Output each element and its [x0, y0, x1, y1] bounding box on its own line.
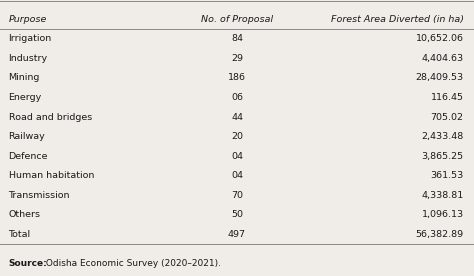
Text: 04: 04: [231, 152, 243, 161]
Text: 84: 84: [231, 34, 243, 43]
Text: 06: 06: [231, 93, 243, 102]
Text: No. of Proposal: No. of Proposal: [201, 15, 273, 24]
Text: 70: 70: [231, 191, 243, 200]
Text: 116.45: 116.45: [430, 93, 464, 102]
Text: 705.02: 705.02: [430, 113, 464, 121]
Text: Mining: Mining: [9, 73, 40, 83]
Text: Total: Total: [9, 230, 31, 239]
Text: 04: 04: [231, 171, 243, 180]
Text: 29: 29: [231, 54, 243, 63]
Text: 1,096.13: 1,096.13: [421, 210, 464, 219]
Text: Industry: Industry: [9, 54, 48, 63]
Text: Railway: Railway: [9, 132, 46, 141]
Text: 44: 44: [231, 113, 243, 121]
Text: Irrigation: Irrigation: [9, 34, 52, 43]
Text: Purpose: Purpose: [9, 15, 47, 24]
Text: Road and bridges: Road and bridges: [9, 113, 92, 121]
Text: 4,338.81: 4,338.81: [421, 191, 464, 200]
Text: 3,865.25: 3,865.25: [421, 152, 464, 161]
Text: 56,382.89: 56,382.89: [415, 230, 464, 239]
Text: Energy: Energy: [9, 93, 42, 102]
Text: 497: 497: [228, 230, 246, 239]
Text: 28,409.53: 28,409.53: [415, 73, 464, 83]
Text: 2,433.48: 2,433.48: [421, 132, 464, 141]
Text: Defence: Defence: [9, 152, 48, 161]
Text: 10,652.06: 10,652.06: [416, 34, 464, 43]
Text: Human habitation: Human habitation: [9, 171, 94, 180]
Text: 361.53: 361.53: [430, 171, 464, 180]
Text: Source:: Source:: [9, 259, 47, 268]
Text: Others: Others: [9, 210, 41, 219]
Text: Odisha Economic Survey (2020–2021).: Odisha Economic Survey (2020–2021).: [43, 259, 221, 268]
Text: Forest Area Diverted (in ha): Forest Area Diverted (in ha): [330, 15, 464, 24]
Text: 186: 186: [228, 73, 246, 83]
Text: 4,404.63: 4,404.63: [421, 54, 464, 63]
Text: Transmission: Transmission: [9, 191, 70, 200]
Text: 50: 50: [231, 210, 243, 219]
Text: 20: 20: [231, 132, 243, 141]
